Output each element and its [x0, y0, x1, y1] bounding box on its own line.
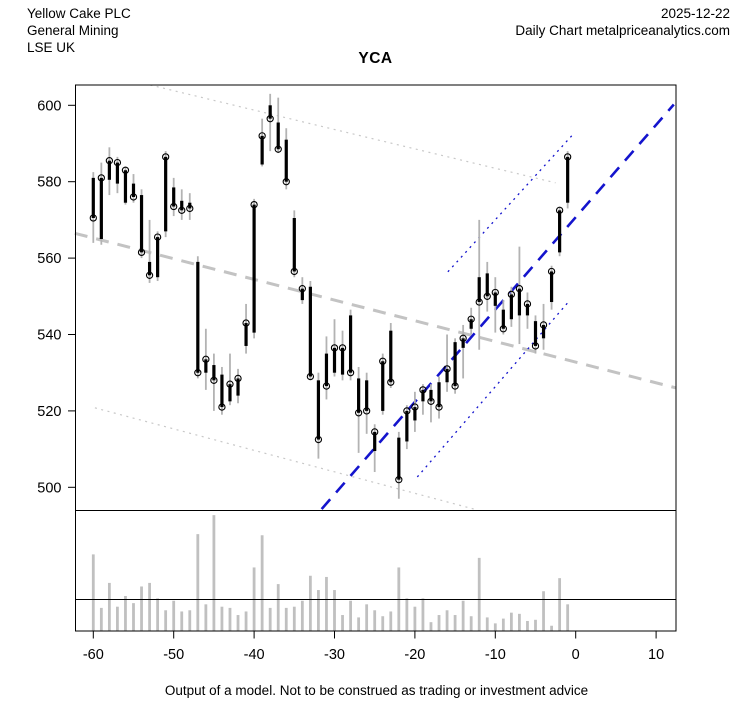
close-marker	[137, 248, 146, 257]
close-marker	[531, 342, 540, 350]
close-marker	[483, 292, 491, 300]
blue-dotted-upper-channel-line	[447, 135, 573, 273]
close-marker	[162, 153, 170, 161]
close-marker	[105, 157, 114, 165]
close-marker	[145, 271, 154, 279]
close-marker	[555, 206, 564, 214]
close-marker	[499, 325, 507, 333]
close-marker	[395, 476, 403, 484]
close-marker	[379, 357, 387, 365]
close-marker	[282, 178, 290, 186]
close-marker	[354, 409, 363, 417]
close-marker	[322, 382, 331, 390]
close-marker	[507, 290, 516, 299]
close-marker	[539, 321, 548, 329]
close-marker	[387, 378, 395, 386]
close-marker	[443, 365, 451, 373]
close-marker	[121, 166, 130, 174]
close-marker	[523, 300, 532, 308]
close-marker	[411, 403, 419, 411]
close-marker	[178, 206, 186, 214]
close-marker	[186, 204, 194, 213]
close-marker	[97, 174, 105, 182]
close-marker	[459, 334, 467, 342]
close-marker	[314, 435, 323, 444]
chart-frame	[75, 84, 677, 632]
close-marker	[298, 285, 306, 293]
x-axis-tick-label: 10	[648, 647, 664, 663]
close-marker	[306, 372, 315, 381]
x-axis-tick-label: -10	[485, 647, 506, 663]
close-marker	[427, 397, 435, 405]
exchange-name: LSE UK	[27, 40, 76, 55]
sector-name: General Mining	[27, 23, 119, 38]
y-axis-tick-label: 520	[37, 404, 61, 420]
close-marker	[338, 344, 347, 352]
company-name: Yellow Cake PLC	[27, 6, 131, 21]
gray-dotted-upper-channel-line	[150, 84, 556, 184]
blue-dashed-uptrend-line	[320, 103, 675, 510]
close-marker	[363, 407, 371, 415]
y-axis-tick-label: 580	[37, 175, 61, 191]
close-marker	[515, 285, 524, 293]
close-marker	[113, 158, 122, 167]
close-marker	[547, 267, 556, 276]
header-left: Yellow Cake PLC General Mining LSE UK	[27, 5, 131, 56]
x-axis-tick-label: -50	[163, 647, 184, 663]
gray-dotted-lower-channel-line	[94, 407, 477, 511]
x-axis-tick-label: -30	[324, 647, 345, 663]
close-marker	[153, 233, 162, 241]
close-marker	[330, 344, 339, 352]
disclaimer-text: Output of a model. Not to be construed a…	[164, 683, 589, 698]
y-axis-tick-label: 560	[37, 251, 61, 267]
chart-source: Daily Chart metalpriceanalytics.com	[515, 23, 730, 38]
close-marker	[451, 382, 459, 390]
close-marker	[274, 145, 282, 153]
x-axis-tick-label: -20	[404, 647, 425, 663]
x-axis-tick-label: -60	[83, 647, 104, 663]
close-marker	[242, 319, 250, 327]
page-title: YCA	[358, 50, 393, 67]
close-marker	[210, 376, 218, 384]
close-marker	[371, 428, 379, 436]
close-marker	[403, 407, 411, 415]
x-axis-tick-label: 0	[572, 647, 580, 663]
y-axis-tick-label: 500	[37, 480, 61, 496]
close-marker	[226, 380, 234, 388]
close-marker	[419, 386, 427, 394]
close-marker	[346, 369, 355, 377]
gray-dashed-resistance-line	[74, 231, 677, 390]
close-marker	[218, 403, 226, 411]
close-marker	[258, 132, 266, 140]
x-axis-tick-label: -40	[244, 647, 265, 663]
close-marker	[290, 267, 298, 276]
y-axis-tick-label: 540	[37, 328, 61, 344]
close-marker	[234, 374, 242, 383]
close-marker	[467, 315, 475, 323]
y-axis-tick-label: 600	[37, 98, 61, 114]
close-marker	[266, 115, 274, 123]
close-marker	[475, 298, 483, 306]
close-marker	[89, 214, 97, 222]
close-marker	[564, 153, 572, 161]
close-marker	[250, 200, 258, 209]
close-marker	[202, 355, 210, 363]
close-marker	[129, 193, 138, 201]
chart-date: 2025-12-22	[660, 6, 730, 21]
close-marker	[435, 403, 443, 411]
close-marker	[491, 288, 499, 297]
close-marker	[194, 369, 202, 377]
close-marker	[170, 202, 178, 211]
header-right: 2025-12-22 Daily Chart metalpriceanalyti…	[515, 5, 730, 39]
